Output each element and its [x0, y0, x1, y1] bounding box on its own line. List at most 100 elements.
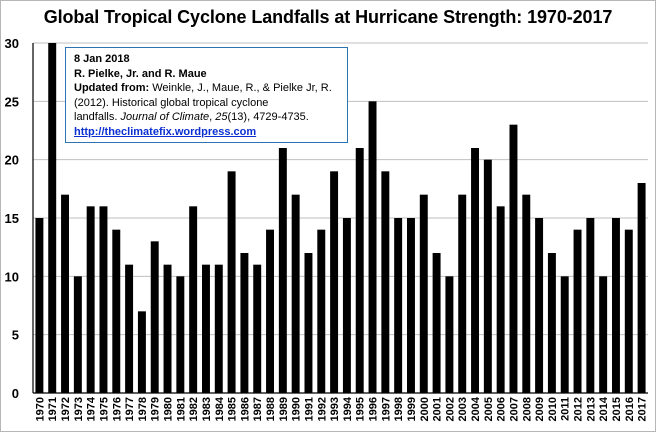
bar [163, 264, 172, 393]
x-tick-label: 2017 [637, 397, 649, 421]
bar [304, 253, 313, 393]
y-tick-label: 10 [5, 269, 19, 284]
y-tick-label: 5 [12, 328, 19, 343]
bar [535, 218, 544, 393]
bar [342, 218, 351, 393]
x-tick-label: 1989 [278, 397, 290, 421]
bar [266, 229, 275, 393]
gridlines [33, 42, 648, 336]
bar [240, 253, 249, 393]
bar [176, 276, 185, 393]
x-tick-label: 2004 [470, 396, 482, 421]
note-updated-label: Updated from: [74, 82, 150, 94]
note-citation-line-1: Updated from: Weinkle, J., Maue, R., & P… [74, 81, 339, 96]
x-tick-label: 1984 [214, 396, 226, 421]
bar [637, 183, 646, 393]
x-tick-label: 1999 [406, 397, 418, 421]
x-tick-label: 2016 [624, 397, 636, 421]
note-authors: R. Pielke, Jr. and R. Maue [74, 67, 207, 80]
bar [599, 276, 608, 393]
x-tick-label: 2009 [534, 397, 546, 421]
x-tick-label: 1993 [329, 397, 341, 421]
bar [227, 171, 236, 393]
x-tick-label: 2011 [560, 397, 572, 421]
x-tick-label: 1996 [368, 397, 380, 421]
bar [253, 264, 262, 393]
note-citation-1: Weinkle, J., Maue, R., & Pielke Jr, R. [149, 82, 332, 94]
x-tick-label: 2007 [508, 397, 520, 421]
note-volume: 25 [215, 111, 228, 123]
note-citation-2: (2012). Historical global tropical cyclo… [74, 96, 269, 109]
bar [99, 206, 108, 393]
x-tick-label: 1994 [342, 396, 354, 421]
bar [471, 148, 480, 393]
note-date: 8 Jan 2018 [74, 53, 130, 65]
note-citation-line-3: landfalls. Journal of Climate, 25(13), 4… [74, 110, 339, 125]
x-tick-label: 2002 [444, 397, 456, 421]
bar [458, 194, 467, 393]
y-tick-label: 0 [12, 386, 19, 401]
y-tick-labels: 0 5 10 15 20 25 30 [5, 36, 19, 401]
bar [137, 311, 146, 393]
x-tick-label: 2006 [496, 397, 508, 421]
bars [35, 43, 646, 394]
bar [573, 229, 582, 393]
x-tick-label: 1988 [265, 397, 277, 421]
x-tick-label: 2013 [585, 397, 597, 421]
x-tick-label: 1971 [47, 397, 59, 421]
x-tick-label: 1995 [355, 397, 367, 421]
bar [278, 148, 287, 393]
x-tick-label: 2014 [598, 396, 610, 421]
y-tick-label: 25 [5, 94, 19, 109]
bar [509, 124, 518, 394]
bar [547, 253, 556, 393]
x-tick-label: 2003 [457, 397, 469, 421]
bar [125, 264, 134, 393]
x-tick-label: 1974 [86, 396, 98, 421]
bar [150, 241, 159, 393]
bar [445, 276, 454, 393]
bar [48, 43, 57, 393]
bar [483, 159, 492, 393]
bar [317, 229, 326, 393]
bar [624, 229, 633, 393]
x-tick-label: 1998 [393, 397, 405, 421]
x-tick-label: 1983 [201, 397, 213, 421]
x-tick-label: 1982 [188, 397, 200, 421]
x-tick-label: 2001 [432, 397, 444, 421]
x-tick-label: 1978 [137, 397, 149, 421]
bar [381, 171, 390, 393]
bar [560, 276, 569, 393]
x-tick-label: 2000 [419, 397, 431, 421]
x-tick-label: 2005 [483, 397, 495, 421]
x-tick-label: 1972 [60, 397, 72, 421]
note-citation-3a: landfalls. [74, 111, 121, 123]
x-tick-label: 1979 [150, 397, 162, 421]
bar [368, 101, 377, 393]
bar [35, 218, 44, 393]
bar [496, 206, 505, 393]
note-link[interactable]: http://theclimatefix.wordpress.com [74, 125, 257, 138]
x-tick-label: 1997 [380, 397, 392, 421]
bar [73, 276, 82, 393]
source-note-box: 8 Jan 2018 R. Pielke, Jr. and R. Maue Up… [65, 47, 348, 143]
bar [86, 206, 95, 393]
x-tick-label: 1980 [163, 397, 175, 421]
bar [355, 148, 364, 393]
bar [112, 229, 121, 393]
note-citation-3c: (13), 4729-4735. [227, 111, 309, 123]
bar [189, 206, 198, 393]
x-tick-label: 1970 [34, 397, 46, 421]
y-tick-label: 15 [5, 211, 19, 226]
x-tick-label: 2010 [547, 397, 559, 421]
bar [522, 194, 531, 393]
y-tick-label: 20 [5, 153, 19, 168]
x-tick-label: 1987 [252, 397, 264, 421]
x-tick-label: 1990 [291, 397, 303, 421]
x-tick-label: 1975 [98, 397, 110, 421]
axes [32, 43, 648, 394]
x-tick-label: 1977 [124, 397, 136, 421]
bar [419, 194, 428, 393]
x-tick-label: 1992 [316, 397, 328, 421]
